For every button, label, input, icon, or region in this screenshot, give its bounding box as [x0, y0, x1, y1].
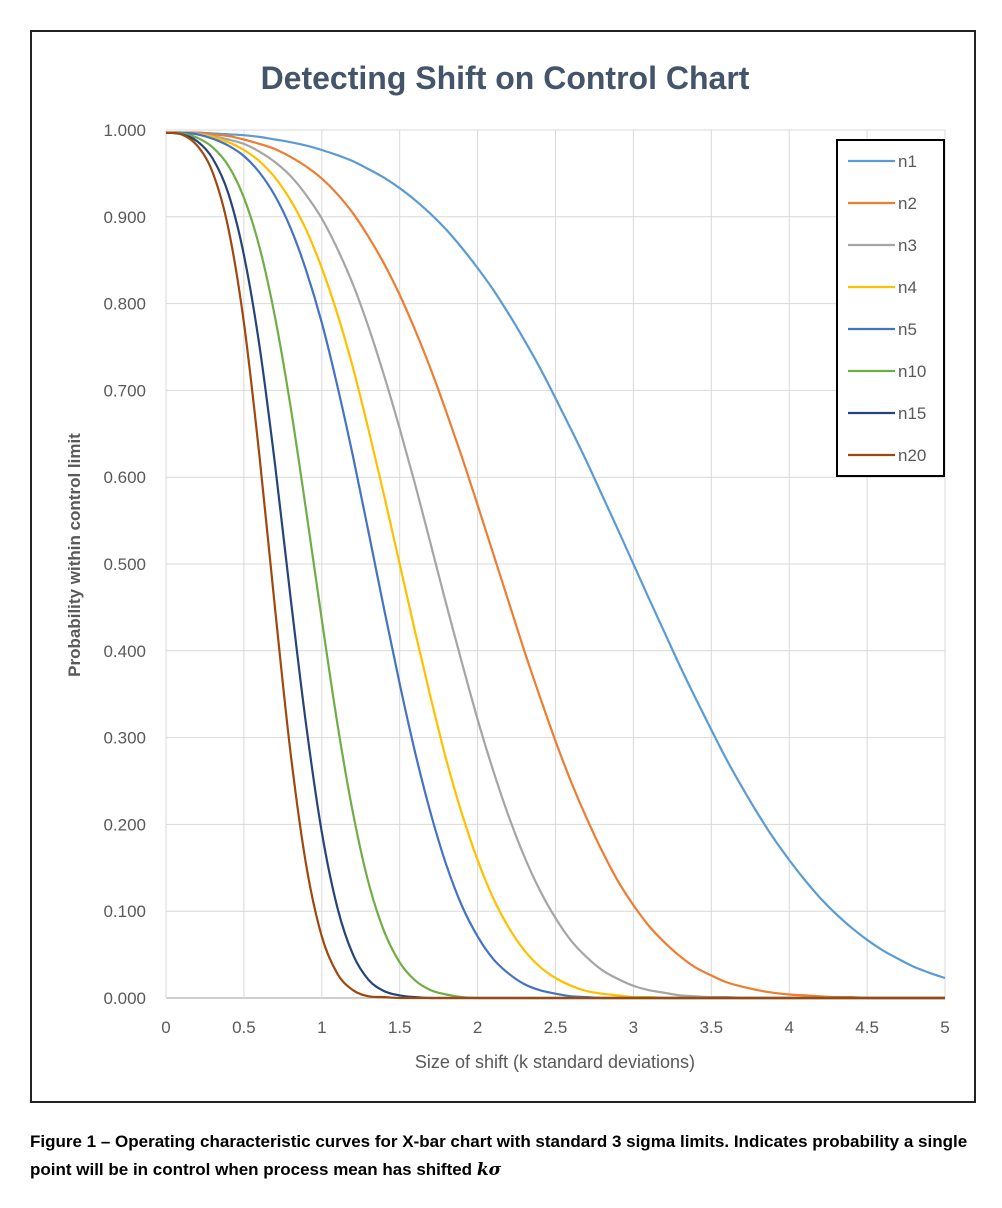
- caption-text: Figure 1 – Operating characteristic curv…: [30, 1132, 968, 1179]
- chart-frame: [30, 30, 976, 1103]
- legend-label-n20: n20: [898, 446, 926, 465]
- y-tick-label: 0.600: [103, 468, 146, 487]
- legend-label-n4: n4: [898, 278, 917, 297]
- x-tick-label: 4.5: [855, 1018, 879, 1037]
- x-tick-label: 0.5: [232, 1018, 256, 1037]
- legend-box: [836, 139, 945, 477]
- y-tick-label: 0.800: [103, 295, 146, 314]
- x-tick-label: 3: [629, 1018, 638, 1037]
- x-tick-labels: 0 0.5 1 1.5 2 2.5 3 3.5 4 4.5 5: [161, 1018, 949, 1037]
- series-line-n20: [165, 131, 945, 1000]
- legend-label-n3: n3: [898, 236, 917, 255]
- y-tick-label: 0.400: [103, 642, 146, 661]
- legend-label-n2: n2: [898, 194, 917, 213]
- legend-label-n10: n10: [898, 362, 926, 381]
- x-tick-label: 2.5: [544, 1018, 568, 1037]
- series-line-n1: [165, 131, 946, 980]
- x-tick-label: 1.5: [388, 1018, 412, 1037]
- legend: n1 n2 n3 n4 n5 n10 n15 n20: [836, 139, 945, 477]
- legend-label-n15: n15: [898, 404, 926, 423]
- caption-symbol: kσ: [476, 1160, 502, 1180]
- figure-caption: Figure 1 – Operating characteristic curv…: [30, 1128, 970, 1184]
- y-tick-label: 0.500: [103, 555, 146, 574]
- x-tick-label: 0: [161, 1018, 170, 1037]
- y-tick-label: 0.900: [103, 208, 146, 227]
- x-axis-label: Size of shift (k standard deviations): [415, 1052, 695, 1072]
- y-tick-labels: 0.000 0.100 0.200 0.300 0.400 0.500 0.600 0.700…: [103, 121, 146, 1008]
- y-tick-label: 0.300: [103, 729, 146, 748]
- x-tick-label: 3.5: [699, 1018, 723, 1037]
- series-lines: [165, 131, 946, 1000]
- x-tick-label: 1: [317, 1018, 326, 1037]
- x-tick-label: 2: [473, 1018, 482, 1037]
- series-line-n2: [165, 131, 945, 1000]
- y-tick-label: 1.000: [103, 121, 146, 140]
- legend-label-n1: n1: [898, 152, 917, 171]
- x-tick-label: 5: [940, 1018, 949, 1037]
- x-tick-label: 4: [784, 1018, 793, 1037]
- legend-label-n5: n5: [898, 320, 917, 339]
- y-tick-label: 0.200: [103, 815, 146, 834]
- gridlines: [165, 129, 946, 999]
- y-axis-label: Probability within control limit: [65, 433, 84, 677]
- y-tick-label: 0.000: [103, 989, 146, 1008]
- y-tick-label: 0.700: [103, 381, 146, 400]
- chart-title: Detecting Shift on Control Chart: [261, 60, 750, 96]
- y-tick-label: 0.100: [103, 902, 146, 921]
